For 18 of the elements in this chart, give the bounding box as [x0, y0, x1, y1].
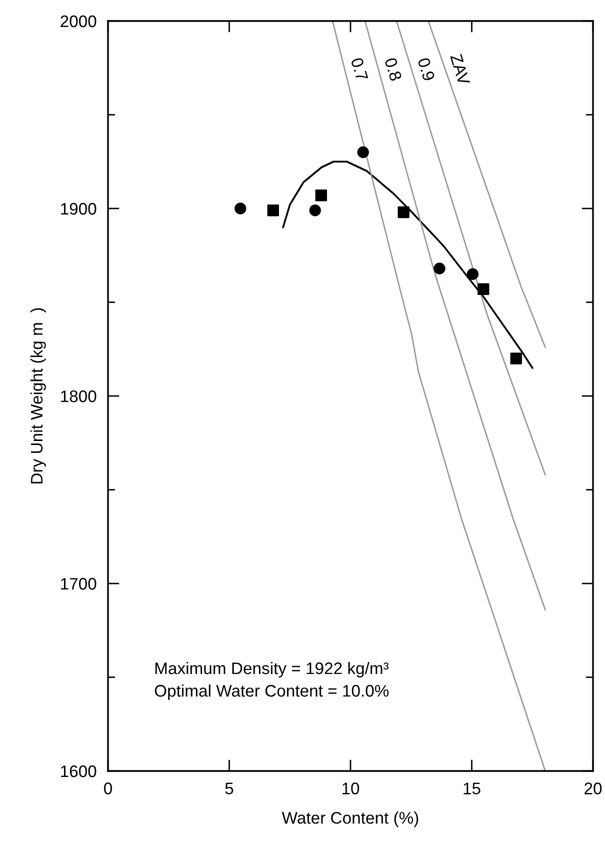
annotation: Maximum Density = 1922 kg/m³: [155, 662, 389, 678]
text: 0.8: [384, 57, 402, 82]
x-tick-label: 15: [464, 782, 480, 794]
y-tick-label: 1600: [61, 765, 96, 778]
text: 0.9: [417, 57, 436, 82]
y-tick-label: 1700: [61, 578, 96, 590]
x-tick-label: 0: [104, 782, 112, 794]
y-axis-title: Dry Unit Weight (kg m ): [30, 308, 46, 484]
annotation: Optimal Water Content = 10.0%: [154, 684, 389, 700]
y-tick-label: 1900: [61, 202, 96, 215]
x-tick-label: 20: [584, 782, 602, 794]
y-tick-label: 2000: [60, 15, 96, 28]
y-tick-label: 1800: [61, 390, 96, 402]
x-axis-title: Water Content (%): [282, 812, 418, 828]
text: ZAV: [450, 53, 470, 86]
text: 0.7: [350, 57, 368, 82]
x-tick-label: 5: [225, 782, 234, 794]
x-tick-label: 10: [342, 782, 360, 794]
